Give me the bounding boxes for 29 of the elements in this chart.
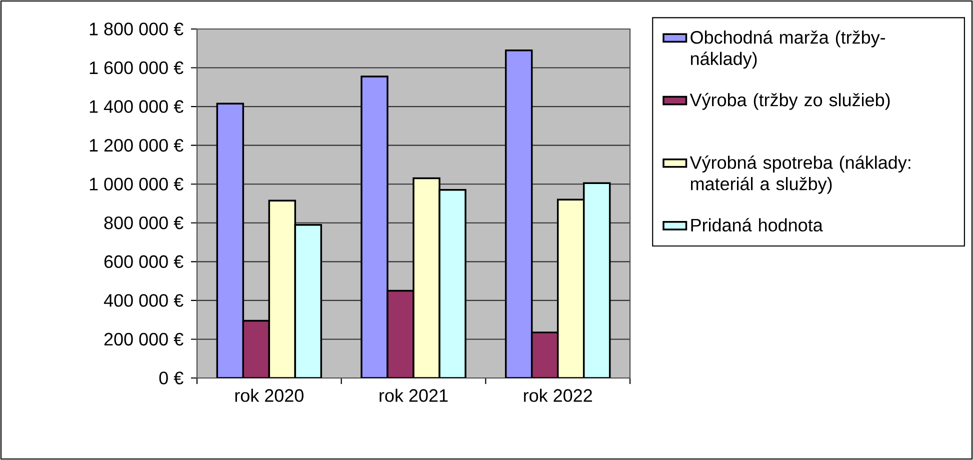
bar xyxy=(412,177,440,378)
bar xyxy=(360,76,388,378)
legend-label: Obchodná marža (tržby-náklady) xyxy=(690,30,886,69)
y-tick-label: 400 000 € xyxy=(104,294,184,307)
bar xyxy=(582,182,611,378)
y-tick-label: 1 400 000 € xyxy=(90,100,184,113)
bar xyxy=(556,198,585,378)
bar xyxy=(242,320,270,378)
legend-label: Výrobná spotreba (náklady: materiál a služby) xyxy=(690,156,910,194)
x-tick-label: rok 2021 xyxy=(380,388,448,402)
bar xyxy=(294,224,322,378)
bar xyxy=(216,102,244,378)
legend-label: Výroba (tržby zo služieb) xyxy=(690,92,890,110)
y-tick-label: 600 000 € xyxy=(104,255,184,268)
y-tick-label: 1 200 000 € xyxy=(90,138,184,152)
bar xyxy=(438,189,466,378)
y-tick-label: 0 € xyxy=(159,372,184,384)
y-tick-label: 1 600 000 € xyxy=(90,61,184,74)
x-tick-label: rok 2022 xyxy=(524,388,592,402)
bar xyxy=(268,200,296,378)
y-tick-label: 800 000 € xyxy=(104,216,184,230)
x-tick-label: rok 2020 xyxy=(235,388,304,402)
y-tick-label: 1 800 000 € xyxy=(90,22,184,36)
y-tick-label: 1 000 000 € xyxy=(90,178,184,190)
bar xyxy=(386,290,414,378)
legend-label: Pridaná hodnota xyxy=(691,218,823,232)
y-tick-label: 200 000 € xyxy=(104,332,184,346)
bar xyxy=(530,332,559,378)
bar xyxy=(504,49,533,378)
